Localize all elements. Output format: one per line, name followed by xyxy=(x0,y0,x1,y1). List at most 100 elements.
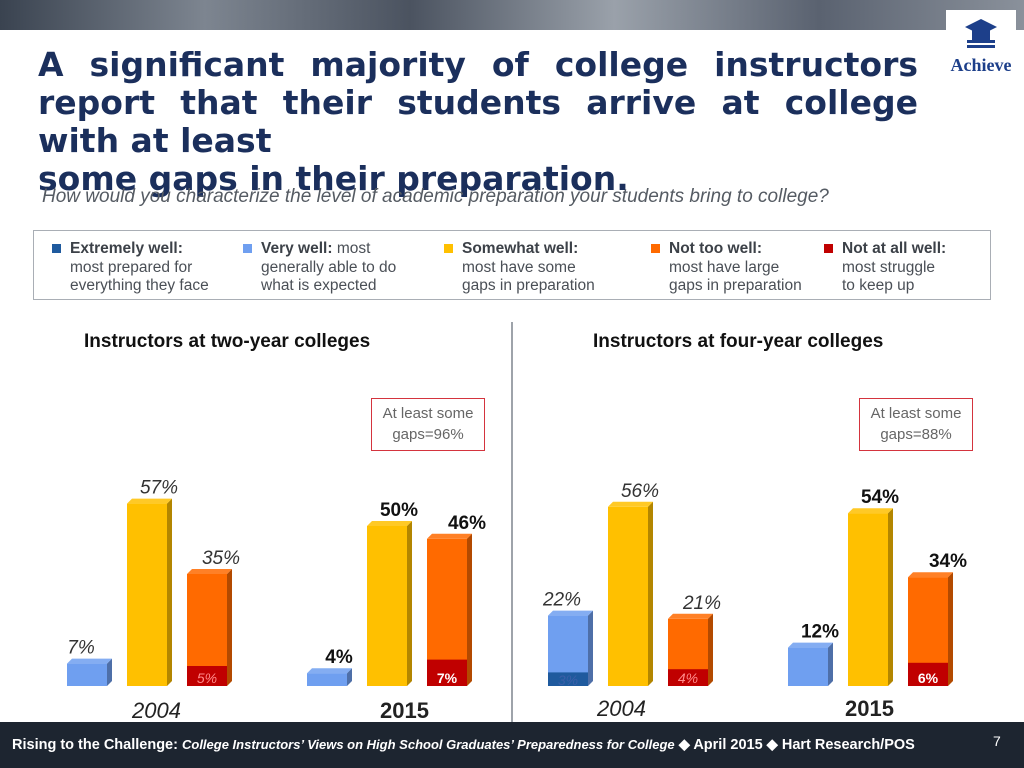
legend-text: gaps in preparation xyxy=(462,277,595,294)
year-label: 2015 xyxy=(845,696,894,721)
footer-lead: Rising to the Challenge: xyxy=(12,737,178,753)
bar-very-well-top xyxy=(307,668,352,674)
callout-four-year: At least some gaps=88% xyxy=(859,398,973,451)
legend-label: Not too well: xyxy=(669,240,762,257)
bar-extremely-well xyxy=(548,672,588,686)
legend-swatch xyxy=(243,244,252,253)
legend: Extremely well: most prepared for everyt… xyxy=(33,230,991,300)
legend-text: most xyxy=(332,240,371,257)
legend-text: generally able to do xyxy=(261,258,397,276)
data-label-very-well: 22% xyxy=(542,590,581,611)
legend-swatch xyxy=(824,244,833,253)
bar-not-too-well-side xyxy=(227,569,232,686)
achieve-logo: Achieve xyxy=(946,10,1016,80)
panel-divider xyxy=(511,322,513,722)
legend-text: everything they face xyxy=(70,277,209,294)
page-number: 7 xyxy=(993,733,1001,749)
bar-not-at-all-well xyxy=(187,666,227,686)
bar-very-well-top xyxy=(67,658,112,664)
bar-somewhat-well-top xyxy=(848,508,893,514)
data-label-very-well: 12% xyxy=(801,622,839,643)
callout-text: At least some xyxy=(382,405,474,422)
title-line-3: some gaps in their preparation. xyxy=(38,159,629,198)
bar-not-too-well-side xyxy=(948,572,953,686)
photo-banner xyxy=(0,0,1024,30)
legend-text: most have large xyxy=(669,258,780,276)
callout-text: gaps=88% xyxy=(880,426,952,443)
mortarboard-icon xyxy=(965,19,997,48)
legend-label: Somewhat well: xyxy=(462,240,579,257)
bar-very-well-side xyxy=(828,642,833,686)
legend-item-extremely-well: Extremely well: most prepared for everyt… xyxy=(52,240,209,296)
data-label-not-at-all-well: 4% xyxy=(678,670,698,686)
data-label-not-too-well: 21% xyxy=(682,593,721,614)
bar-somewhat-well-side xyxy=(407,521,412,686)
bar-somewhat-well-side xyxy=(648,501,653,686)
legend-text: most have some xyxy=(462,258,576,276)
legend-item-somewhat-well: Somewhat well: most have some gaps in pr… xyxy=(444,240,595,296)
legend-label: Not at all well: xyxy=(842,240,947,257)
bar-somewhat-well xyxy=(608,506,648,686)
bar-somewhat-well-top xyxy=(127,498,172,504)
data-label-not-at-all-well: 5% xyxy=(197,670,217,686)
bar-somewhat-well xyxy=(367,526,407,686)
bar-somewhat-well-top xyxy=(608,501,653,507)
legend-item-not-at-all-well: Not at all well: most struggle to keep u… xyxy=(824,240,947,296)
title-line-1: A significant majority of college instru… xyxy=(38,45,918,122)
legend-item-not-too-well: Not too well: most have large gaps in pr… xyxy=(651,240,802,296)
legend-label: Extremely well: xyxy=(70,240,183,257)
bar-chart: 7% 57% 5% 35% 4% 50% 7% 46% 3% 22% 56% 4% 21% 12% 54% 6… xyxy=(67,478,967,688)
data-label-somewhat-well: 54% xyxy=(861,487,899,508)
survey-question: How would you characterize the level of … xyxy=(42,186,829,207)
bar-not-too-well-top xyxy=(187,569,232,574)
bar-very-well-top xyxy=(548,610,593,616)
callout-text: At least some xyxy=(870,405,962,422)
year-label: 2015 xyxy=(380,698,429,723)
bar-somewhat-well-side xyxy=(167,498,172,686)
legend-text: gaps in preparation xyxy=(669,277,802,294)
bar-very-well-side xyxy=(588,610,593,686)
legend-text: most prepared for xyxy=(70,258,193,276)
legend-swatch xyxy=(444,244,453,253)
bar-very-well xyxy=(67,663,107,686)
bar-not-too-well-top xyxy=(668,613,713,619)
logo-text: Achieve xyxy=(950,55,1012,75)
bar-very-well-side xyxy=(347,668,352,686)
bar-very-well xyxy=(788,647,828,686)
bar-somewhat-well-top xyxy=(367,521,412,526)
bar-very-well-side xyxy=(107,658,112,686)
bar-not-too-well-side xyxy=(467,533,472,686)
legend-text: what is expected xyxy=(261,277,377,294)
legend-item-very-well: Very well: most generally able to do wha… xyxy=(243,240,397,296)
footer: Rising to the Challenge: College Instruc… xyxy=(0,722,1024,768)
bar-somewhat-well-side xyxy=(888,508,893,686)
data-label-not-too-well: 35% xyxy=(202,548,240,569)
bar-very-well-top xyxy=(788,642,833,648)
data-label-not-too-well: 34% xyxy=(929,551,967,572)
data-label-somewhat-well: 57% xyxy=(140,478,178,499)
data-label-not-too-well: 46% xyxy=(448,513,486,534)
data-label-extremely-well: 3% xyxy=(558,672,578,688)
legend-label: Very well: xyxy=(261,240,333,257)
callout-two-year: At least some gaps=96% xyxy=(371,398,485,451)
year-label: 2004 xyxy=(132,698,181,723)
bar-not-too-well-side xyxy=(708,613,713,686)
panel-title-two-year: Instructors at two-year colleges xyxy=(84,331,371,352)
legend-text: most struggle xyxy=(842,258,936,276)
legend-swatch xyxy=(52,244,61,253)
bar-very-well xyxy=(307,673,347,686)
footer-date-source: ◆ April 2015 ◆ Hart Research/POS xyxy=(678,737,915,753)
bar-somewhat-well xyxy=(848,513,888,686)
title-line-2: that their students arrive at college wi… xyxy=(38,83,918,160)
footer-source: Rising to the Challenge: College Instruc… xyxy=(12,737,915,753)
legend-text: to keep up xyxy=(842,277,915,294)
bar-not-at-all-well xyxy=(668,669,708,686)
bar-somewhat-well xyxy=(127,503,167,686)
bar-not-too-well-top xyxy=(908,572,953,578)
callout-text: gaps=96% xyxy=(392,426,464,443)
year-label: 2004 xyxy=(597,696,646,721)
bar-not-at-all-well xyxy=(427,659,467,686)
data-label-not-at-all-well: 6% xyxy=(918,670,939,686)
data-label-not-at-all-well: 7% xyxy=(437,670,458,686)
data-label-very-well: 7% xyxy=(67,638,95,659)
